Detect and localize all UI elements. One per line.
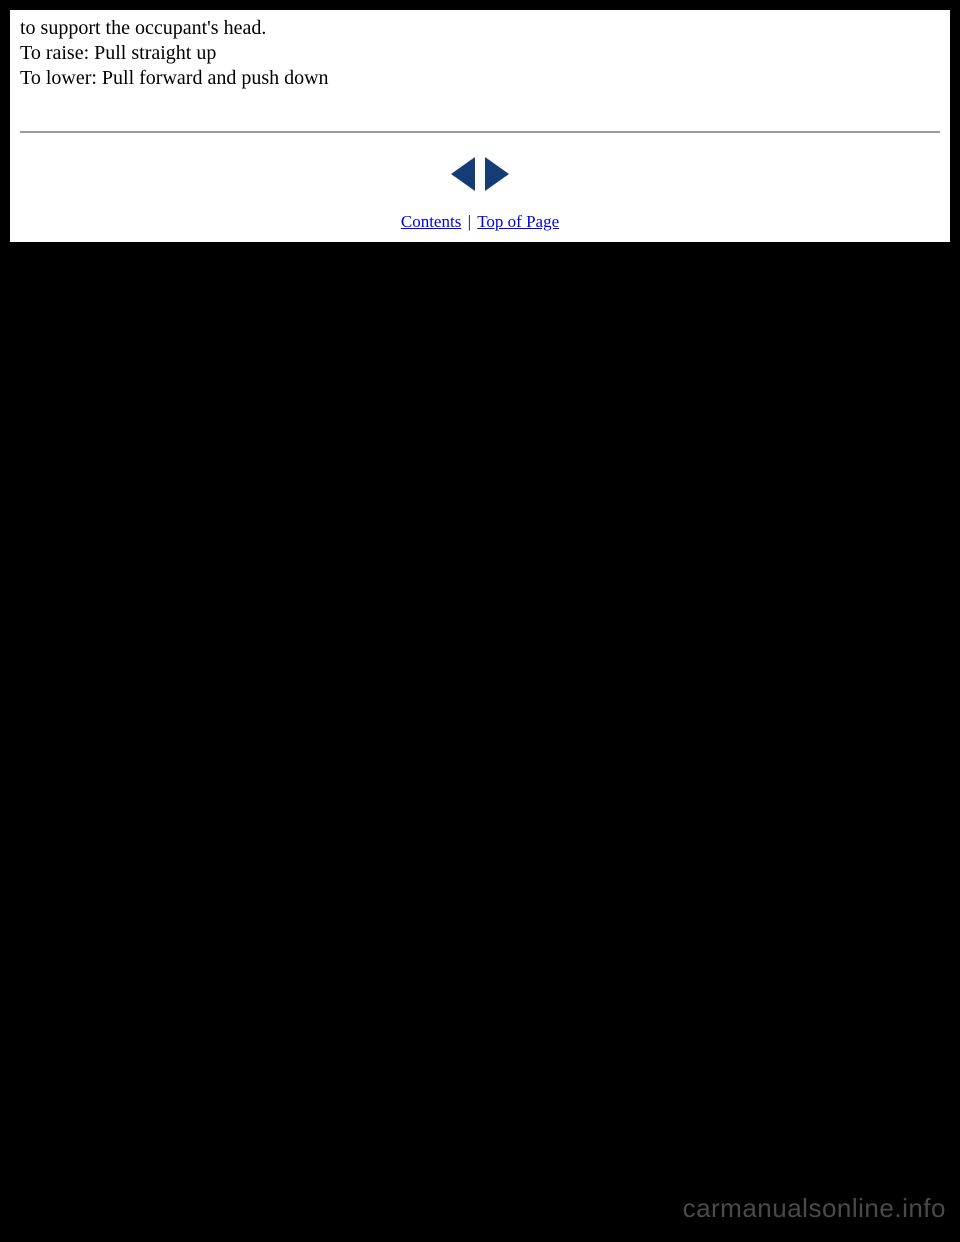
contents-link[interactable]: Contents (401, 212, 461, 231)
body-text-line-2: To raise: Pull straight up (20, 41, 940, 66)
watermark-text: carmanualsonline.info (683, 1193, 946, 1224)
vertical-spacer (20, 91, 940, 131)
body-text-line-1: to support the occupant's head. (20, 16, 940, 41)
page-nav (20, 133, 940, 206)
nav-arrow-group (451, 157, 509, 191)
content-panel: to support the occupant's head. To raise… (10, 10, 950, 242)
prev-arrow-icon (451, 157, 475, 191)
top-of-page-link[interactable]: Top of Page (477, 212, 559, 231)
body-text-line-3: To lower: Pull forward and push down (20, 66, 940, 91)
footer-separator: | (461, 212, 477, 231)
next-arrow-icon (485, 157, 509, 191)
next-page-button[interactable] (485, 157, 509, 191)
footer-links: Contents | Top of Page (20, 206, 940, 234)
prev-page-button[interactable] (451, 157, 475, 191)
